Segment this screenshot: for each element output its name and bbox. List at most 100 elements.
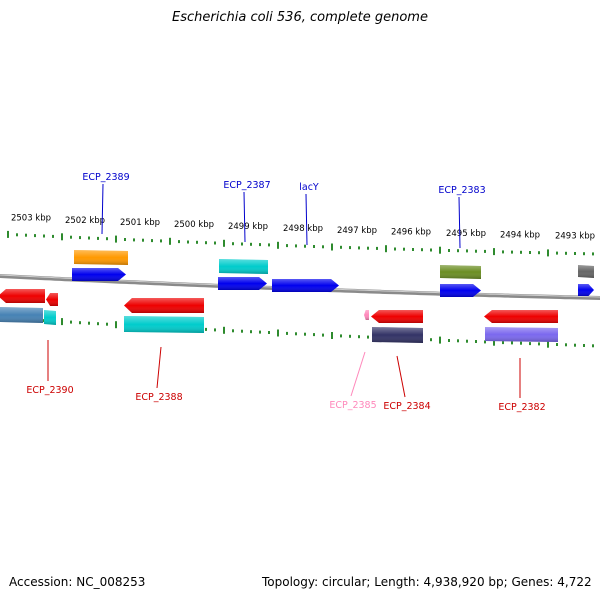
genome-summary: Topology: circular; Length: 4,938,920 bp… xyxy=(262,575,592,589)
ruler-top-tick xyxy=(403,247,405,251)
ruler-ticks-top xyxy=(7,230,594,257)
gene-red-arrow-1-shading xyxy=(0,289,45,303)
ruler-bottom-tick xyxy=(286,331,288,335)
ruler-top-tick xyxy=(439,246,441,254)
ruler-bottom-tick xyxy=(97,322,99,326)
ruler-bottom-tick xyxy=(439,336,441,344)
ruler-top-tick xyxy=(538,251,540,255)
gene-label: lacY xyxy=(299,182,319,193)
ruler-top-tick xyxy=(178,240,180,244)
gene-blue-arrow-3-shading xyxy=(272,279,339,292)
ruler-top-tick xyxy=(259,243,261,247)
gene-blue-arrow-2-shading xyxy=(218,277,267,290)
ruler-bottom-tick xyxy=(547,340,549,348)
gene-cyan-small-shading xyxy=(44,310,56,325)
gene-navy-block-shading xyxy=(372,327,423,343)
ruler-top-tick xyxy=(556,251,558,255)
gene-pink-arrow-shading xyxy=(364,310,369,320)
gene-cyan-block-2-shading xyxy=(124,316,204,333)
ruler-bottom-tick xyxy=(538,342,540,346)
callout-line xyxy=(243,191,246,243)
ruler-top-tick xyxy=(367,246,369,250)
ruler-top-tick xyxy=(151,239,153,243)
ruler-top-tick xyxy=(448,249,450,252)
ruler-top-tick xyxy=(502,250,504,254)
ruler-label: 2499 kbp xyxy=(228,222,268,232)
gene-steel-block-shading xyxy=(0,307,43,323)
ruler-bottom-tick xyxy=(88,321,90,325)
ruler-top-tick xyxy=(34,234,36,238)
callout-line xyxy=(305,193,308,246)
gene-label: ECP_2383 xyxy=(438,185,485,196)
gene-label: ECP_2384 xyxy=(383,401,430,412)
ruler-top-tick xyxy=(268,243,270,247)
ruler-bottom-tick xyxy=(565,343,567,347)
ruler-top-tick xyxy=(43,234,45,238)
ruler-bottom-tick xyxy=(241,329,243,333)
callout-line xyxy=(101,183,104,235)
gene-red-arrow-2-shading xyxy=(46,293,58,306)
ruler-top-tick xyxy=(142,238,144,242)
ruler-bottom-tick xyxy=(214,328,216,332)
ruler-bottom-tick xyxy=(448,339,450,342)
ruler-top-tick xyxy=(466,249,468,253)
ruler-top-tick xyxy=(205,241,207,245)
ruler-top-tick xyxy=(61,233,63,241)
ruler-top-tick xyxy=(7,230,9,238)
callout-line xyxy=(396,355,406,398)
accession-label: Accession: NC_008253 xyxy=(9,575,146,589)
ruler-bottom-tick xyxy=(205,327,207,331)
ruler-label: 2493 kbp xyxy=(555,232,595,242)
ruler-bottom-tick xyxy=(430,338,432,342)
ruler-top-tick xyxy=(322,245,324,249)
ruler-bottom-tick xyxy=(475,340,477,343)
ruler-top-tick xyxy=(520,250,522,254)
gene-label: ECP_2388 xyxy=(135,392,182,403)
ruler-bottom-tick xyxy=(457,339,459,343)
ruler-bottom-tick xyxy=(520,341,522,345)
ruler-label: 2494 kbp xyxy=(500,230,540,240)
gene-callouts: ECP_2389 ECP_2387 lacY ECP_2383 ECP_2390 ECP_… xyxy=(26,172,545,413)
ruler-label: 2500 kbp xyxy=(174,220,214,230)
gene-red-arrow-3-shading xyxy=(124,298,204,313)
ruler-bottom-tick xyxy=(277,329,279,337)
ruler-bottom-tick xyxy=(322,333,324,337)
gene-blue-arrow-4-shading xyxy=(440,284,481,297)
ruler-label: 2501 kbp xyxy=(120,218,160,228)
ruler-bottom-tick xyxy=(484,340,486,344)
ruler-top-tick xyxy=(511,250,513,254)
ruler-top-tick xyxy=(394,247,396,251)
gene-red-arrow-5-shading xyxy=(484,310,558,323)
ruler-bottom-tick xyxy=(61,318,63,326)
gene-blue-arrow-5-shading xyxy=(578,284,594,296)
ruler-top-tick xyxy=(421,248,423,252)
ruler-labels: 2503 kbp 2502 kbp 2501 kbp 2500 kbp 2499 kbp… xyxy=(11,213,595,241)
ruler-bottom-tick xyxy=(511,341,513,345)
gene-olive-block-shading xyxy=(440,265,481,279)
gene-gray-block-shading xyxy=(578,265,594,278)
ruler-label: 2498 kbp xyxy=(283,224,323,234)
ruler-top-tick xyxy=(106,237,108,241)
genome-title: Escherichia coli 536, complete genome xyxy=(172,10,428,25)
ruler-top-tick xyxy=(286,244,288,248)
ruler-bottom-tick xyxy=(70,320,72,324)
ruler-top-tick xyxy=(331,243,333,251)
ruler-label: 2497 kbp xyxy=(337,226,377,236)
ruler-top-tick xyxy=(250,242,252,246)
ruler-bottom-tick xyxy=(556,343,558,346)
ruler-top-tick xyxy=(214,241,216,245)
ruler-bottom-tick xyxy=(349,334,351,338)
ruler-bottom-tick xyxy=(367,335,369,339)
ruler-top-tick xyxy=(583,252,585,256)
ruler-top-tick xyxy=(493,248,495,256)
callout-line xyxy=(156,346,162,389)
ruler-top-tick xyxy=(313,245,315,248)
ruler-label: 2496 kbp xyxy=(391,227,431,237)
ruler-top-tick xyxy=(25,233,27,237)
ruler-bottom-tick xyxy=(115,321,117,329)
ruler-bottom-tick xyxy=(592,344,594,348)
ruler-bottom-tick xyxy=(259,330,261,334)
ruler-label: 2502 kbp xyxy=(65,216,105,226)
ruler-top-tick xyxy=(241,242,243,246)
gene-orange-block-shading xyxy=(74,250,128,265)
